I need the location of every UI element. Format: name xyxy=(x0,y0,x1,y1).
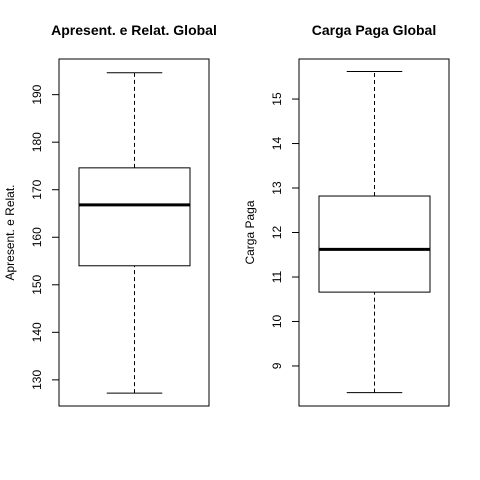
y-tick-label: 10 xyxy=(270,314,284,328)
panel-apresent-relat: Apresent. e Relat. Global Apresent. e Rel… xyxy=(3,22,217,407)
y-tick-label: 12 xyxy=(270,226,284,240)
iqr-box xyxy=(78,167,191,267)
panel-carga-paga: Carga Paga Global Carga Paga 9 10 11 12 13 14 15 xyxy=(243,22,450,407)
y-tick-label: 13 xyxy=(270,181,284,195)
y-tick-label: 11 xyxy=(270,270,284,283)
plot-frame xyxy=(58,58,210,407)
y-tick-label: 9 xyxy=(270,362,284,369)
y-tick-label: 170 xyxy=(30,179,44,199)
chart-title: Carga Paga Global xyxy=(312,22,436,38)
y-tick-label: 15 xyxy=(270,92,284,106)
y-tick-label: 14 xyxy=(270,137,284,151)
y-tick-label: 130 xyxy=(30,370,44,390)
iqr-box xyxy=(318,195,431,293)
y-axis-label: Apresent. e Relat. xyxy=(3,184,17,280)
y-tick-label: 150 xyxy=(30,274,44,294)
y-tick-label: 160 xyxy=(30,227,44,247)
y-axis-label: Carga Paga xyxy=(243,200,257,264)
y-tick-label: 140 xyxy=(30,322,44,342)
y-tick-label: 190 xyxy=(30,84,44,104)
y-tick-label: 180 xyxy=(30,132,44,152)
chart-title: Apresent. e Relat. Global xyxy=(51,22,217,38)
